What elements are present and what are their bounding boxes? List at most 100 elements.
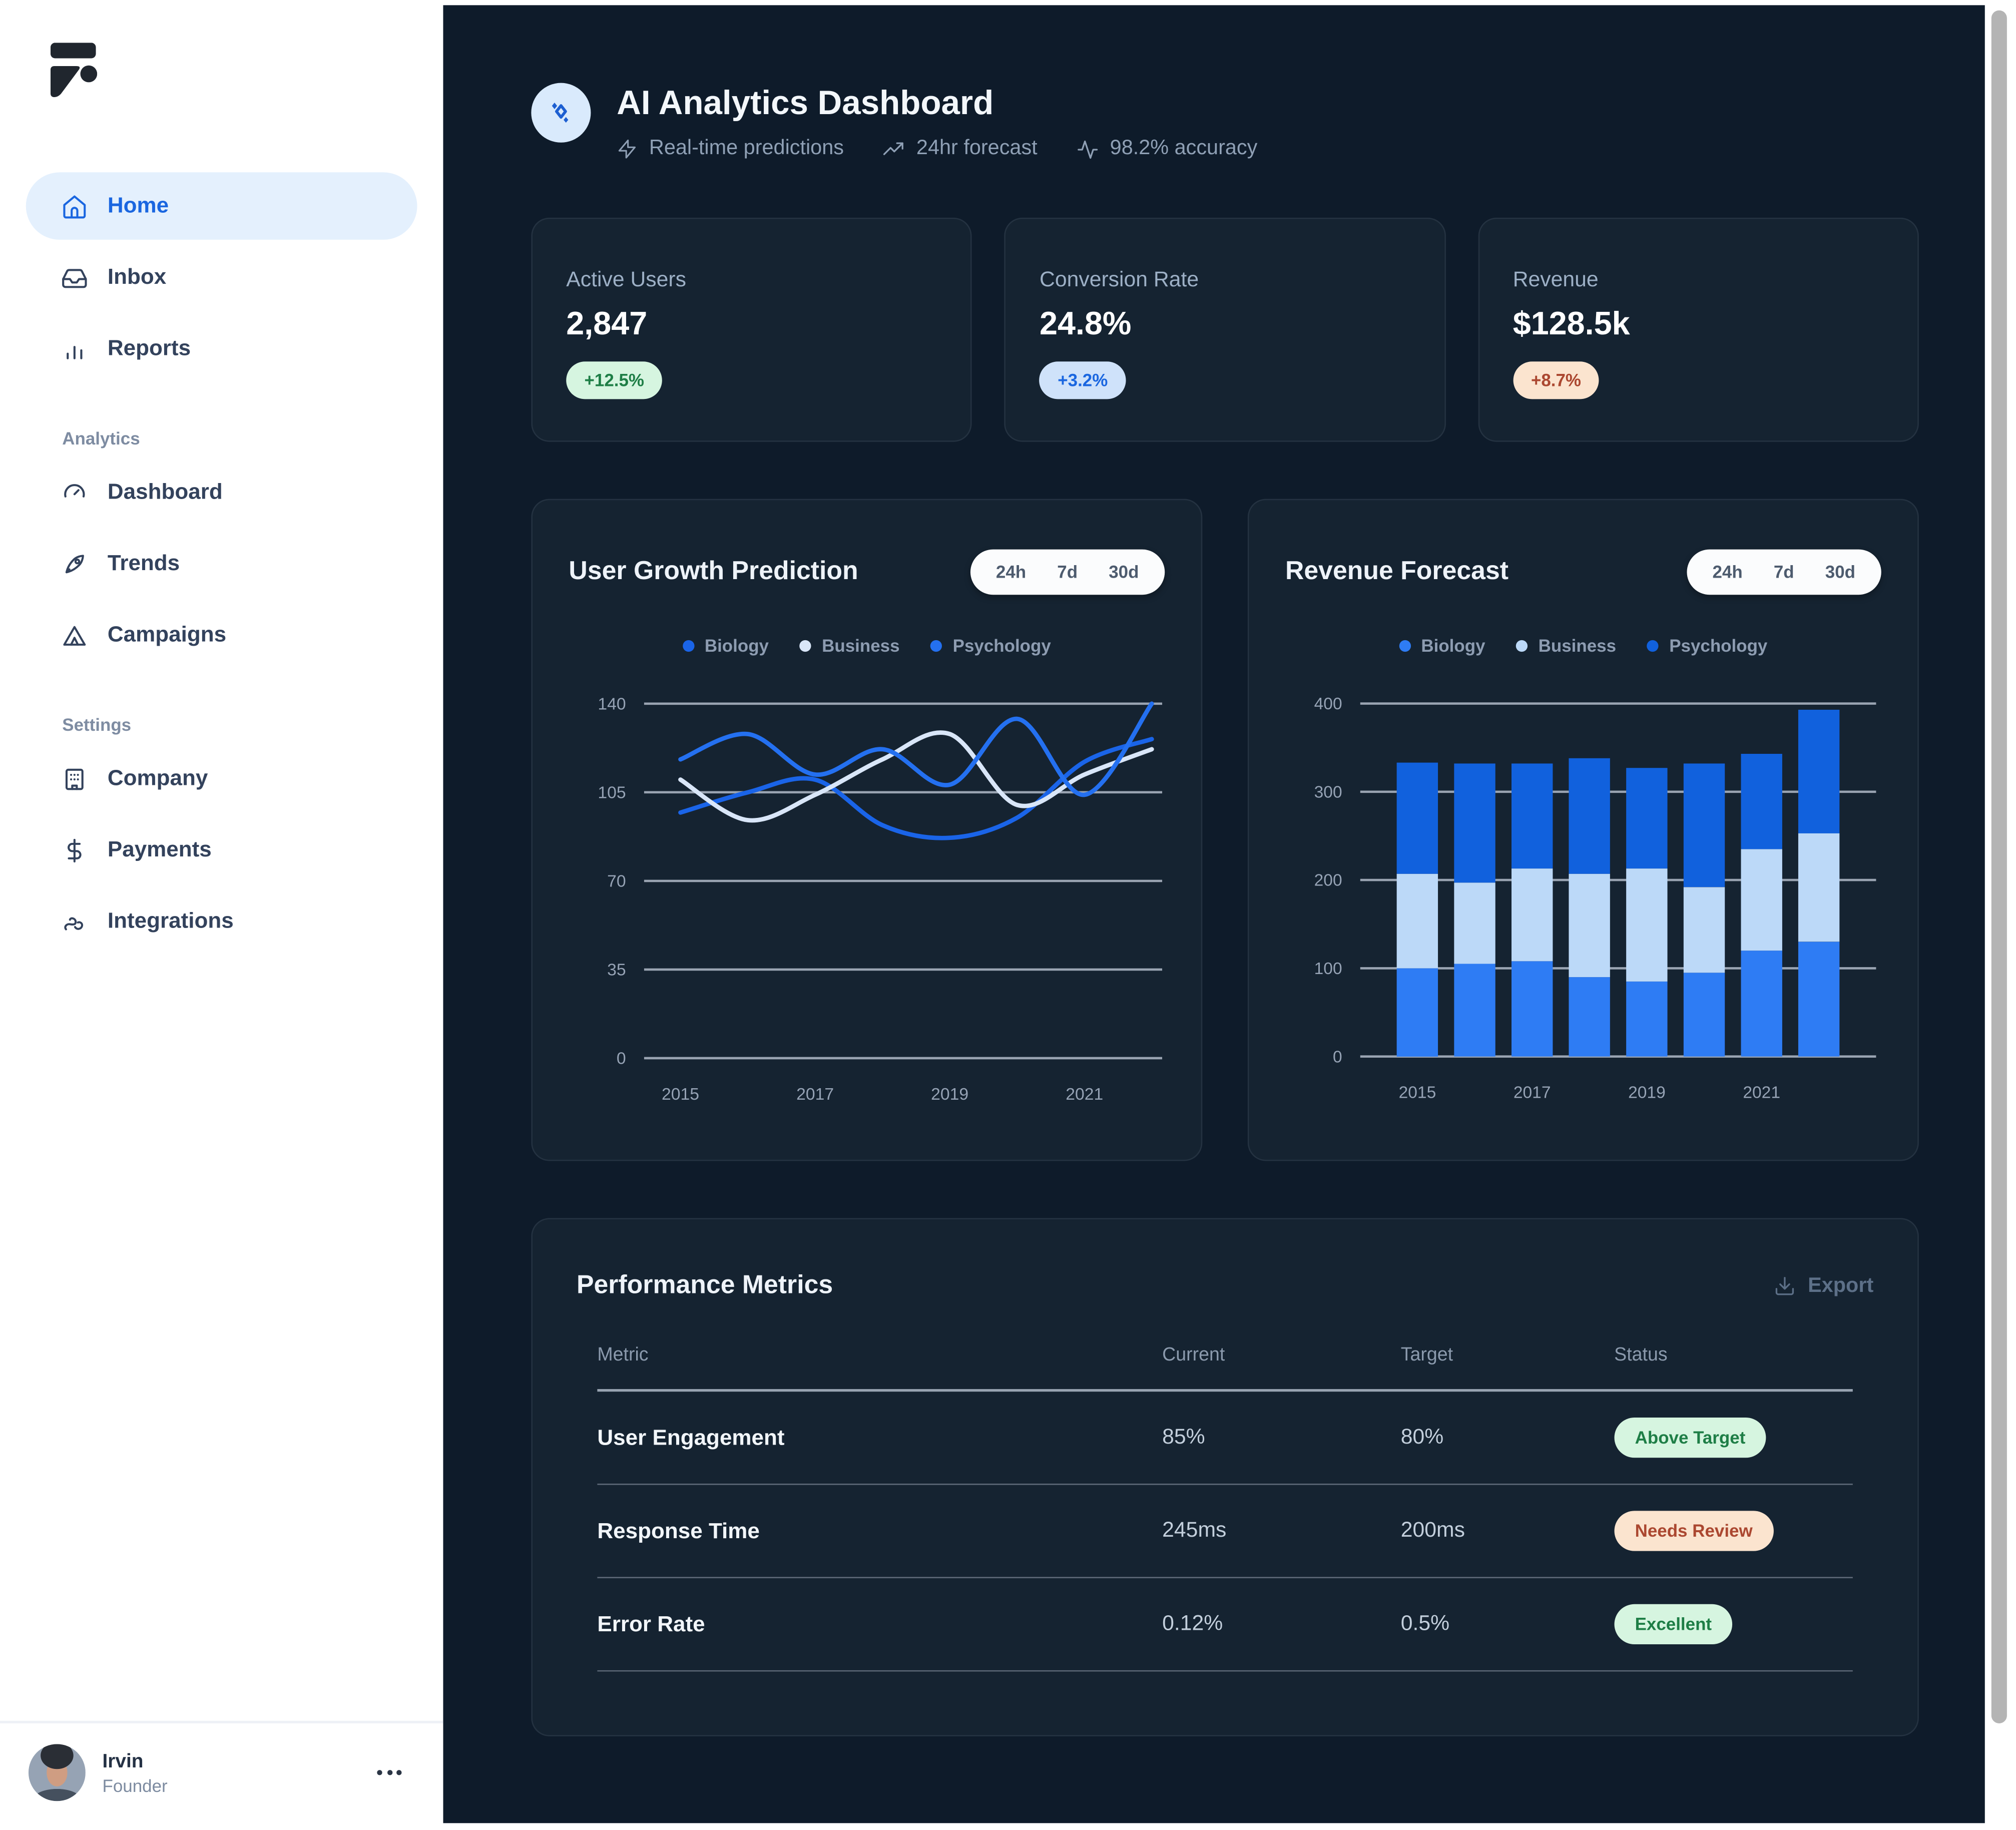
trending-up-icon (883, 142, 904, 155)
download-icon (1776, 1277, 1794, 1295)
sidebar: Home Inbox Reports Analytics (0, 0, 443, 1830)
svg-text:0: 0 (1333, 1048, 1342, 1066)
dollar-icon (68, 838, 82, 862)
app-logo-icon (50, 43, 98, 98)
building-icon (65, 768, 84, 790)
tent-icon (63, 625, 86, 645)
svg-text:2017: 2017 (1514, 1083, 1551, 1102)
svg-text:0: 0 (617, 1049, 626, 1068)
svg-text:2019: 2019 (1628, 1083, 1666, 1102)
line-chart-svg: 0 35 70 105 140 2015 2017 2019 2021 (598, 694, 1163, 1104)
legend-dot (1647, 640, 1659, 652)
svg-text:2017: 2017 (796, 1085, 834, 1104)
dashboard-panel: AI Analytics Dashboard Real-time predict… (443, 5, 1985, 1823)
legend-dot (1516, 640, 1528, 652)
stat-value: 24.8% (1039, 305, 1132, 342)
status-badge: Excellent (1614, 1604, 1733, 1645)
table-row: Response Time 245ms 200ms Needs Review (597, 1485, 1853, 1579)
chart-legend: Biology Business Psychology (1285, 636, 1881, 656)
user-growth-chart-card: User Growth Prediction 24h 7d 30d Biolog… (531, 499, 1203, 1161)
chart-title: User Growth Prediction (569, 557, 858, 586)
charts-row: User Growth Prediction 24h 7d 30d Biolog… (531, 499, 1919, 1161)
table-row: User Engagement 85% 80% Above Target (597, 1392, 1853, 1485)
meta-forecast: 24hr forecast (883, 137, 1038, 161)
sidebar-section-settings: Settings (62, 715, 132, 735)
line-chart: 0 35 70 105 140 2015 2017 2019 2021 (569, 674, 1165, 1117)
user-menu-ellipsis-icon[interactable] (369, 1762, 409, 1783)
sidebar-item-integrations[interactable]: Integrations (26, 887, 417, 955)
user-profile[interactable]: Irvin Founder (0, 1720, 443, 1830)
stat-card-conversion-rate: Conversion Rate 24.8% +3.2% (1004, 217, 1446, 442)
sidebar-item-label: Dashboard (107, 479, 223, 505)
svg-text:2021: 2021 (1066, 1085, 1103, 1104)
sidebar-item-label: Campaigns (107, 622, 227, 647)
squiggle-icon (64, 917, 84, 930)
stat-card-active-users: Active Users 2,847 +12.5% (531, 217, 972, 442)
range-toggle: 24h 7d 30d (970, 549, 1165, 595)
metrics-table: Metric Current Target Status User Engage… (597, 1340, 1853, 1672)
stat-value: 2,847 (566, 305, 648, 342)
range-option-30d[interactable]: 30d (1109, 562, 1139, 582)
status-badge: Above Target (1614, 1418, 1766, 1458)
sidebar-item-home[interactable]: Home (26, 172, 417, 240)
stat-value: $128.5k (1513, 305, 1630, 342)
avatar (28, 1744, 86, 1801)
inbox-icon (62, 268, 87, 288)
stacked-bar-chart: 0 100 200 300 400 2015 2017 2019 2021 (1285, 674, 1881, 1115)
range-option-7d[interactable]: 7d (1773, 562, 1794, 582)
table-row: Error Rate 0.12% 0.5% Excellent (597, 1578, 1853, 1672)
export-button[interactable]: Export (1774, 1274, 1873, 1298)
stat-delta-badge: +8.7% (1513, 361, 1600, 399)
sidebar-item-label: Trends (107, 551, 180, 576)
status-badge: Needs Review (1614, 1511, 1774, 1551)
zap-icon (618, 139, 636, 159)
sidebar-item-label: Integrations (107, 908, 234, 933)
sidebar-section-analytics: Analytics (62, 428, 140, 448)
sidebar-item-trends[interactable]: Trends (26, 530, 417, 598)
stat-label: Conversion Rate (1039, 268, 1199, 292)
range-toggle: 24h 7d 30d (1686, 549, 1881, 595)
stat-label: Revenue (1513, 268, 1599, 292)
sidebar-item-company[interactable]: Company (26, 745, 417, 812)
svg-text:140: 140 (598, 694, 626, 713)
sidebar-item-reports[interactable]: Reports (26, 315, 417, 382)
sidebar-item-payments[interactable]: Payments (26, 816, 417, 884)
main-area: AI Analytics Dashboard Real-time predict… (443, 0, 1985, 1830)
table-header-row: Metric Current Target Status (597, 1340, 1853, 1392)
range-option-7d[interactable]: 7d (1057, 562, 1078, 582)
sidebar-item-inbox[interactable]: Inbox (26, 244, 417, 311)
svg-text:300: 300 (1314, 783, 1342, 801)
sidebar-item-label: Company (107, 765, 208, 791)
stat-delta-badge: +3.2% (1039, 361, 1126, 399)
range-option-24h[interactable]: 24h (995, 562, 1027, 582)
bar-chart-icon (67, 345, 83, 359)
svg-text:2015: 2015 (662, 1085, 699, 1104)
table-title: Performance Metrics (576, 1271, 833, 1300)
sidebar-item-dashboard[interactable]: Dashboard (26, 459, 417, 526)
chart-legend: Biology Business Psychology (569, 636, 1165, 656)
scrollbar-track (1984, 0, 2016, 1830)
svg-text:2021: 2021 (1743, 1083, 1780, 1102)
bar-chart-svg: 0 100 200 300 400 2015 2017 2019 2021 (1314, 695, 1876, 1102)
stat-card-revenue: Revenue $128.5k +8.7% (1477, 217, 1919, 442)
activity-icon (1077, 140, 1098, 158)
rocket-icon (65, 554, 84, 573)
header-meta: Real-time predictions 24hr forecast (617, 137, 1257, 161)
sidebar-item-label: Inbox (107, 264, 167, 289)
svg-text:200: 200 (1314, 871, 1342, 890)
revenue-forecast-chart-card: Revenue Forecast 24h 7d 30d Biology Busi… (1247, 499, 1919, 1161)
range-option-30d[interactable]: 30d (1825, 562, 1856, 582)
svg-text:2019: 2019 (931, 1085, 968, 1104)
svg-text:35: 35 (607, 961, 626, 980)
svg-text:2015: 2015 (1399, 1083, 1436, 1102)
sidebar-item-campaigns[interactable]: Campaigns (26, 601, 417, 669)
user-role: Founder (102, 1775, 168, 1795)
ai-badge (531, 83, 591, 143)
meta-realtime: Real-time predictions (617, 137, 844, 161)
range-option-24h[interactable]: 24h (1712, 562, 1743, 582)
sparkles-icon (552, 103, 569, 123)
scrollbar-thumb[interactable] (1991, 10, 2007, 1723)
legend-dot (930, 640, 942, 652)
svg-text:70: 70 (607, 872, 626, 891)
